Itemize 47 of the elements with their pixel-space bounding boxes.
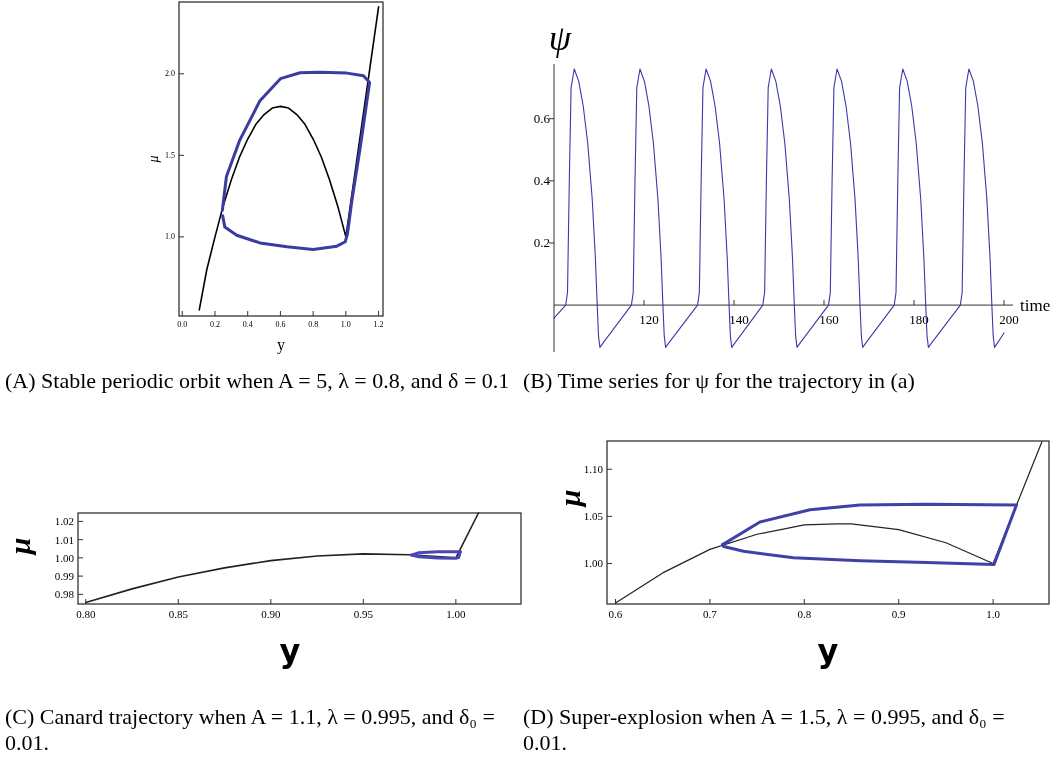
- x-tick-label: 1.2: [373, 320, 384, 329]
- x-tick-label: 0.6: [275, 320, 286, 329]
- x-tick-label: 1.00: [446, 608, 466, 620]
- y-tick-label: 2.0: [165, 69, 175, 79]
- x-tick-label: 0.95: [353, 608, 374, 620]
- y-tick-label: 1.00: [583, 557, 604, 570]
- y-tick-label: 0.98: [54, 588, 75, 601]
- x-tick-label: 120: [639, 312, 659, 328]
- y-tick-label: 1.5: [165, 150, 175, 160]
- x-tick-label: 0.7: [703, 608, 718, 620]
- x-tick-label: 0.8: [308, 320, 319, 329]
- y-tick-label: 1.01: [54, 533, 74, 546]
- x-tick-label: 0.4: [242, 320, 253, 329]
- x-tick-label: 1.0: [340, 320, 351, 329]
- x-axis-title: time: [1020, 295, 1051, 315]
- x-tick-label: 0.85: [168, 608, 189, 620]
- x-tick-label: 0.8: [797, 608, 812, 620]
- x-axis-title: y: [279, 632, 301, 670]
- x-tick-label: 0.2: [209, 320, 220, 329]
- y-tick-label: 1.02: [54, 515, 74, 528]
- x-tick-label: 0.80: [76, 608, 96, 620]
- x-tick-label: 140: [729, 312, 749, 328]
- text: (C) Canard trajectory when A = 1.1, λ = 0.995, and δ₀ = 0.01.: [5, 704, 496, 756]
- y-tick-label: 0.2: [533, 235, 550, 251]
- y-tick-label: 1.00: [54, 551, 75, 564]
- x-axis-title: y: [277, 336, 285, 354]
- x-tick-label: 200: [999, 312, 1019, 328]
- x-tick-label: 0.9: [891, 608, 907, 620]
- y-tick-label: 0.4: [533, 173, 551, 189]
- y-axis-title: ψ: [548, 18, 572, 58]
- y-tick-label: 0.99: [54, 570, 75, 583]
- x-axis-title: y: [817, 632, 839, 670]
- x-tick-label: 0.0: [177, 320, 188, 329]
- y-tick-label: 0.6: [533, 111, 551, 127]
- y-tick-label: 1.0: [165, 232, 175, 242]
- x-tick-label: 160: [819, 312, 839, 328]
- y-axis-title: μ: [3, 537, 36, 557]
- y-tick-label: 1.10: [583, 463, 604, 476]
- x-tick-label: 1.0: [986, 608, 1001, 620]
- x-tick-label: 0.90: [261, 608, 281, 620]
- y-axis-title: μ: [146, 155, 161, 164]
- y-tick-label: 1.05: [583, 510, 604, 523]
- text: (D) Super-explosion when A = 1.5, λ = 0.995, and δ₀ = 0.01.: [523, 704, 1006, 756]
- y-axis-title: μ: [553, 489, 586, 509]
- text: (B) Time series for ψ for the trajectory in (a): [523, 368, 916, 394]
- x-tick-label: 0.6: [608, 608, 623, 620]
- text: (A) Stable periodic orbit when A = 5, λ = 0.8, and δ = 0.1: [5, 368, 511, 394]
